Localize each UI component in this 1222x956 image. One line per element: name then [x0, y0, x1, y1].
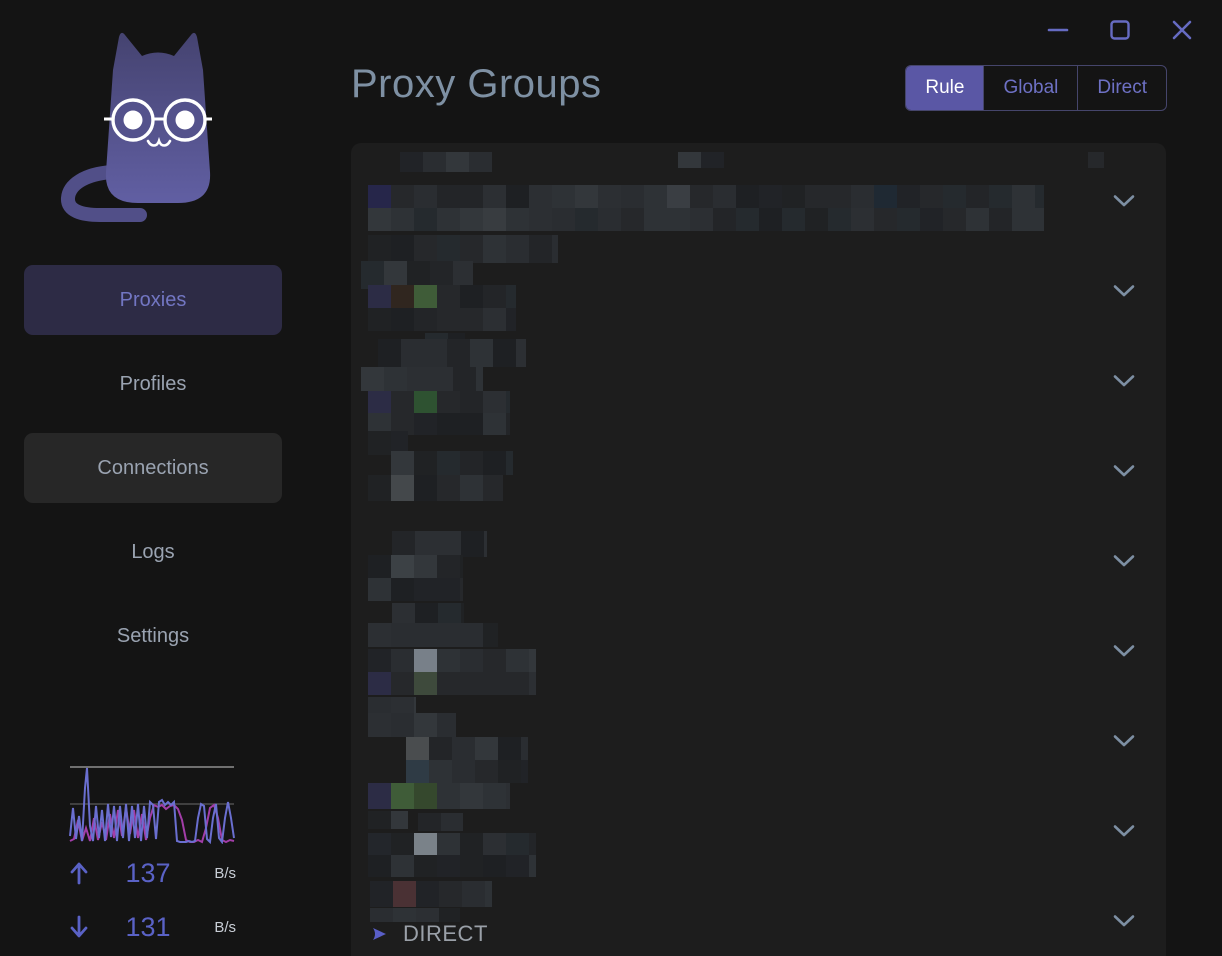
proxy-group-row[interactable] — [351, 426, 1166, 516]
chevron-down-icon — [1113, 645, 1135, 657]
download-stat: 131 B/s — [68, 910, 236, 944]
proxy-group-row[interactable] — [351, 696, 1166, 786]
redacted-content — [368, 475, 503, 501]
window-controls — [1046, 18, 1194, 42]
minimize-button[interactable] — [1046, 18, 1070, 42]
maximize-button[interactable] — [1108, 18, 1132, 42]
download-speed-unit: B/s — [214, 918, 236, 936]
traffic-sparkline — [69, 766, 235, 844]
expand-group-button[interactable] — [1109, 911, 1139, 932]
redacted-content — [361, 261, 473, 289]
sidebar-nav: Proxies Profiles Connections Logs Settings — [24, 265, 282, 685]
chevron-down-icon — [1113, 735, 1135, 747]
chevron-down-icon — [1113, 915, 1135, 927]
expand-group-button[interactable] — [1109, 731, 1139, 752]
proxy-group-row[interactable] — [351, 606, 1166, 696]
mode-button-direct[interactable]: Direct — [1077, 66, 1166, 110]
close-button[interactable] — [1170, 18, 1194, 42]
download-arrow-icon — [68, 914, 98, 940]
expand-group-button[interactable] — [1109, 821, 1139, 842]
sidebar-item-logs[interactable]: Logs — [131, 540, 175, 563]
sidebar-item-connections[interactable]: Connections — [24, 433, 282, 503]
redacted-content — [1088, 152, 1104, 168]
sidebar-item-settings[interactable]: Settings — [116, 624, 190, 647]
redacted-content — [368, 713, 456, 737]
redacted-content — [406, 737, 528, 783]
chevron-down-icon — [1113, 195, 1135, 207]
download-speed-value: 131 — [125, 911, 171, 942]
sidebar-item-proxies[interactable]: Proxies — [24, 265, 282, 335]
chevron-down-icon — [1113, 375, 1135, 387]
upload-speed-unit: B/s — [214, 864, 236, 882]
redacted-content — [368, 431, 408, 455]
redacted-content — [368, 285, 516, 331]
upload-arrow-icon — [68, 860, 98, 886]
redacted-content — [361, 367, 483, 391]
redacted-content — [368, 833, 536, 877]
redacted-content — [392, 531, 487, 557]
mode-button-global[interactable]: Global — [983, 66, 1077, 110]
redacted-content — [418, 813, 463, 831]
proxy-group-row[interactable] — [351, 336, 1166, 426]
close-icon — [1172, 20, 1192, 40]
expand-group-button[interactable] — [1109, 461, 1139, 482]
expand-group-button[interactable] — [1109, 191, 1139, 212]
redacted-content — [368, 783, 510, 809]
expand-group-button[interactable] — [1109, 281, 1139, 302]
minimize-icon — [1047, 28, 1069, 32]
redacted-content — [368, 811, 408, 829]
selected-arrow-icon — [373, 928, 386, 940]
app-logo-cat-icon — [61, 32, 212, 222]
redacted-content — [391, 451, 513, 475]
redacted-content — [368, 623, 498, 647]
sidebar-item-profiles[interactable]: Profiles — [119, 372, 187, 395]
redacted-content — [392, 603, 464, 625]
chevron-down-icon — [1113, 825, 1135, 837]
chevron-down-icon — [1113, 465, 1135, 477]
redacted-content — [370, 881, 492, 907]
redacted-content — [400, 152, 492, 172]
redacted-content — [370, 908, 460, 922]
proxy-group-row[interactable] — [351, 156, 1166, 246]
proxy-group-row[interactable] — [351, 786, 1166, 876]
redacted-content — [368, 235, 558, 263]
chevron-down-icon — [1113, 555, 1135, 567]
redacted-content — [378, 339, 526, 367]
current-proxy-row[interactable]: DIRECT — [371, 919, 488, 949]
expand-group-button[interactable] — [1109, 641, 1139, 662]
redacted-content — [678, 152, 724, 168]
maximize-icon — [1110, 20, 1130, 40]
page-title: Proxy Groups — [351, 62, 602, 106]
redacted-content — [368, 185, 1044, 231]
proxy-group-row[interactable] — [351, 876, 1166, 956]
outbound-mode-switch: Rule Global Direct — [905, 65, 1167, 111]
proxy-group-row[interactable] — [351, 516, 1166, 606]
redacted-content — [368, 555, 463, 601]
expand-group-button[interactable] — [1109, 551, 1139, 572]
redacted-content — [368, 391, 510, 435]
chevron-down-icon — [1113, 285, 1135, 297]
proxy-group-row[interactable] — [351, 246, 1166, 336]
mode-button-rule[interactable]: Rule — [906, 66, 984, 110]
selected-proxy-label: DIRECT — [403, 921, 488, 946]
sidebar: Proxies Profiles Connections Logs Settings 1… — [0, 0, 305, 956]
redacted-content — [368, 649, 536, 695]
proxy-groups-card: DIRECT — [351, 143, 1166, 956]
upload-speed-value: 137 — [125, 857, 171, 888]
upload-stat: 137 B/s — [68, 856, 236, 890]
expand-group-button[interactable] — [1109, 371, 1139, 392]
